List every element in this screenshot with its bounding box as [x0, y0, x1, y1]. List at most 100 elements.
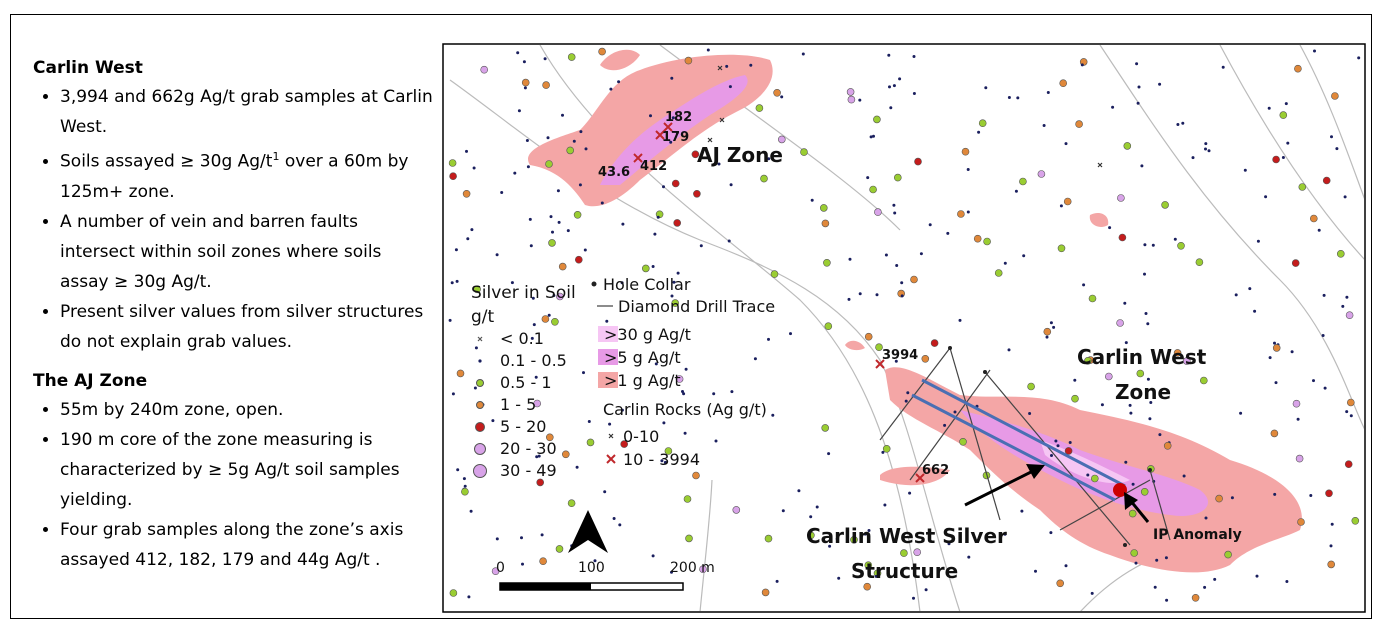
soil-sample	[1014, 189, 1018, 193]
soil-sample	[819, 204, 828, 212]
soil-sample	[767, 157, 771, 161]
soil-sample	[1204, 147, 1207, 151]
zone-1g	[845, 213, 1302, 573]
bullet-list: 3,994 and 662g Ag/t grab samples at Carl…	[33, 82, 433, 357]
soil-sample	[448, 318, 452, 322]
soil-sample	[1082, 283, 1086, 287]
soil-sample	[573, 211, 582, 219]
soil-sample	[1028, 412, 1032, 415]
soil-sample	[848, 257, 852, 261]
soil-sample	[850, 535, 858, 544]
soil-sample	[773, 89, 781, 97]
soil-sample	[470, 228, 474, 232]
soil-sample	[1344, 460, 1353, 469]
soil-sample	[1158, 433, 1162, 437]
soil-sample	[463, 484, 467, 488]
legend-symbol	[608, 433, 614, 439]
soil-sample	[847, 297, 851, 301]
soil-sample	[1016, 96, 1020, 100]
soil-sample	[1124, 341, 1128, 345]
soil-sample	[456, 369, 465, 378]
soil-sample	[712, 392, 716, 396]
soil-sample	[892, 84, 896, 88]
soil-sample	[561, 450, 570, 459]
soil-sample	[912, 55, 916, 58]
soil-sample	[1108, 226, 1112, 230]
soil-sample	[605, 319, 609, 323]
soil-sample	[1105, 372, 1113, 381]
soil-sample	[1325, 489, 1333, 498]
soil-sample	[461, 487, 469, 496]
drill-trace	[1059, 479, 1151, 531]
soil-sample	[1327, 560, 1335, 569]
soil-sample	[1291, 259, 1300, 267]
soil-sample	[691, 150, 700, 159]
soil-sample	[586, 438, 595, 447]
soil-sample	[1264, 195, 1268, 199]
soil-sample	[449, 589, 458, 597]
soil-sample	[566, 229, 570, 233]
soil-sample	[1292, 399, 1301, 408]
soil-sample	[1071, 394, 1079, 403]
soil-sample	[549, 215, 553, 219]
zone-label: Carlin West Silver	[806, 524, 1007, 548]
soil-sample	[600, 201, 604, 205]
legend-symbol	[477, 336, 483, 342]
soil-sample	[893, 211, 897, 215]
soil-sample	[556, 292, 564, 301]
soil-sample	[510, 281, 514, 285]
soil-sample	[1234, 293, 1238, 297]
soil-sample	[821, 219, 830, 228]
soil-sample	[1345, 295, 1349, 299]
soil-sample	[1123, 142, 1132, 150]
soil-sample	[1213, 577, 1217, 581]
soil-sample	[983, 237, 991, 246]
soil-sample	[676, 271, 680, 275]
soil-sample	[914, 157, 922, 166]
soil-sample	[973, 234, 982, 243]
soil-sample	[1148, 417, 1152, 421]
soil-sample	[699, 565, 707, 574]
soil-sample	[1268, 356, 1272, 360]
soil-sample	[1204, 516, 1208, 520]
soil-sample	[872, 134, 875, 138]
soil-sample	[649, 114, 652, 118]
soil-sample	[1088, 294, 1097, 303]
rock-high	[633, 153, 643, 163]
legend-item: Hole Collar	[603, 275, 691, 294]
soil-sample	[966, 168, 970, 171]
soil-sample	[491, 419, 495, 423]
soil-sample	[670, 76, 674, 80]
soil-sample	[546, 136, 550, 140]
sample-label: 662	[922, 463, 949, 478]
soil-sample	[462, 477, 466, 481]
soil-sample	[1335, 147, 1339, 151]
soil-sample	[663, 460, 667, 464]
soil-sample	[528, 217, 532, 221]
soil-sample	[520, 536, 523, 540]
soil-sample	[525, 139, 529, 142]
legend-symbol	[475, 422, 485, 432]
legend-symbol	[591, 281, 597, 287]
soil-sample	[1347, 398, 1355, 407]
soil-sample	[1050, 454, 1053, 457]
legend-item: 0.5 - 1	[500, 373, 552, 392]
text-panel: Carlin West 3,994 and 662g Ag/t grab samp…	[33, 54, 433, 585]
soil-sample	[1090, 591, 1094, 595]
soil-sample	[883, 503, 887, 507]
soil-sample	[910, 275, 918, 284]
soil-sample	[730, 390, 734, 394]
soil-sample	[943, 423, 947, 427]
soil-sample	[1243, 168, 1247, 172]
soil-sample	[1330, 522, 1334, 526]
rock-low	[707, 137, 713, 143]
soil-sample	[1136, 369, 1145, 378]
legend-item: 10 - 3994	[623, 450, 700, 469]
rock-high	[915, 473, 925, 483]
soil-sample	[1128, 509, 1137, 518]
soil-sample	[675, 131, 679, 135]
legend-symbol	[473, 464, 487, 478]
soil-sample	[1100, 403, 1104, 407]
soil-sample	[1279, 111, 1288, 119]
soil-sample	[828, 544, 832, 548]
